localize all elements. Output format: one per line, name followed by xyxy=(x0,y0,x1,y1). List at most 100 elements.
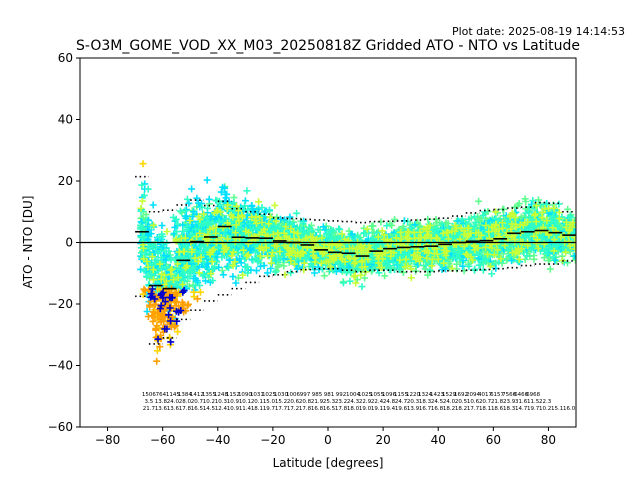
x-tick-label: −20 xyxy=(260,433,285,447)
bin-stat-text: 20.7 xyxy=(191,399,204,405)
chart-title: S-O3M_GOME_VOD_XX_M03_20250818Z Gridded … xyxy=(76,38,580,54)
bin-stat-text: 17.8 xyxy=(335,406,348,412)
plot-date: Plot date: 2025-08-19 14:14:53 xyxy=(452,25,625,38)
x-tick-label: 0 xyxy=(324,433,332,447)
bin-stat-text: 24.7 xyxy=(395,399,408,405)
bin-stat-text: 19.6 xyxy=(395,406,408,412)
bin-stat-text: 6466 xyxy=(514,392,528,398)
bin-stat-text: 15.1 xyxy=(551,406,563,412)
bin-stat-text: 17.8 xyxy=(179,406,192,412)
y-tick-label: −20 xyxy=(48,297,73,311)
bin-stat-text: 19.4 xyxy=(383,406,396,412)
x-tick-label: −80 xyxy=(95,433,120,447)
bin-stat-text: 19.7 xyxy=(527,406,540,412)
bin-stat-text: 1090 xyxy=(238,392,252,398)
bin-stat-text: 20.8 xyxy=(299,399,312,405)
bin-stat-text: 10.1 xyxy=(239,399,251,405)
bin-stat-text: 1004 xyxy=(346,392,360,398)
bin-stat-text: 1055 xyxy=(370,392,384,398)
bin-stat-text: 16.7 xyxy=(419,406,432,412)
bin-stat-text: 20.7 xyxy=(479,399,492,405)
plot-area: 15063.521.776413.813.6114524.013.6138428… xyxy=(79,57,577,428)
bin-stat-text: 20.3 xyxy=(407,399,420,405)
bin-stat-text: 18.1 xyxy=(251,406,263,412)
y-tick-label: 60 xyxy=(58,51,73,65)
x-tick-label: 80 xyxy=(541,433,556,447)
bin-stat-text: 985 xyxy=(312,392,323,398)
bin-stat-text: 14.7 xyxy=(515,406,528,412)
bin-stat-text: 3.5 xyxy=(145,399,154,405)
bin-stat-text: 16.5 xyxy=(323,406,336,412)
bin-stat-text: 18.0 xyxy=(347,406,360,412)
bin-stat-text: 2094 xyxy=(466,392,480,398)
bin-stat-text: 18.3 xyxy=(503,406,516,412)
bin-statistics xyxy=(135,175,576,345)
x-tick-label: 40 xyxy=(431,433,446,447)
bin-stat-text: 997 xyxy=(300,392,311,398)
bin-stat-text: 1384 xyxy=(178,392,192,398)
bin-stat-text: 17.2 xyxy=(287,406,299,412)
bin-stat-text: 12.4 xyxy=(215,406,228,412)
bin-stat-text: 17.8 xyxy=(299,406,312,412)
bin-stat-text: 13.8 xyxy=(155,399,168,405)
bin-stat-text: 14.5 xyxy=(203,406,216,412)
bin-stat-text: 16.8 xyxy=(431,406,444,412)
bin-stat-text: 992 xyxy=(336,392,347,398)
bin-stat-text: 1423 xyxy=(430,392,444,398)
bin-stat-text: 1506 xyxy=(142,392,156,398)
bin-stat-text: 13.9 xyxy=(407,406,420,412)
bin-stat-text: 7566 xyxy=(502,392,516,398)
bin-stat-text: 15.2 xyxy=(275,399,287,405)
bin-stat-text: 981 xyxy=(324,392,335,398)
bin-stat-text: 22.9 xyxy=(359,399,372,405)
bin-stat-text: 1031 xyxy=(250,392,264,398)
bin-stat-text: 1025 xyxy=(262,392,276,398)
bin-stat-text: 18.2 xyxy=(455,406,467,412)
bin-stat-text: 1248 xyxy=(214,392,228,398)
y-tick-label: −60 xyxy=(48,420,73,434)
bin-stat-text: 13.6 xyxy=(167,406,180,412)
bin-stat-text: 10.2 xyxy=(203,399,215,405)
bin-stat-text: 10.2 xyxy=(539,406,551,412)
bin-stat-text: 1152 xyxy=(226,392,240,398)
bin-count-text: 15063.521.776413.813.6114524.013.6138428… xyxy=(142,392,576,412)
bin-stat-text: 22.4 xyxy=(371,399,384,405)
bin-stat-text: 23.2 xyxy=(335,399,347,405)
bin-stat-text: 1412 xyxy=(190,392,204,398)
scatter-points-color-6 xyxy=(147,285,188,346)
bin-stat-text: 20.6 xyxy=(287,399,300,405)
bin-stat-text: 1324 xyxy=(418,392,432,398)
bin-stat-text: 19.1 xyxy=(371,406,383,412)
x-tick-label: −60 xyxy=(150,433,175,447)
y-tick-label: 40 xyxy=(58,113,73,127)
bin-stat-text: 13.6 xyxy=(155,406,168,412)
bin-stat-text: 24.0 xyxy=(443,399,456,405)
x-tick-label: 60 xyxy=(486,433,501,447)
scatter-points-color-3 xyxy=(137,197,576,289)
y-tick-label: 0 xyxy=(65,236,73,250)
bin-stat-text: 1355 xyxy=(202,392,216,398)
bin-stat-text: 10.9 xyxy=(227,406,240,412)
bin-stat-text: 16.5 xyxy=(191,406,204,412)
bin-stat-text: 4017 xyxy=(478,392,492,398)
bin-stat-text: 6968 xyxy=(526,392,540,398)
bin-stat-text: 1025 xyxy=(358,392,372,398)
bin-stat-text: 11.4 xyxy=(239,406,252,412)
bin-stat-text: 1145 xyxy=(166,392,180,398)
bin-stat-text: 24.3 xyxy=(347,399,360,405)
bin-stat-text: 19.7 xyxy=(263,406,276,412)
bin-stat-text: 16.8 xyxy=(311,406,324,412)
y-axis-label: ATO - NTO [DU] xyxy=(21,196,35,289)
bin-stat-text: 16.0 xyxy=(563,406,576,412)
bin-stat-text: 17.7 xyxy=(275,406,288,412)
y-tick-label: −40 xyxy=(48,359,73,373)
bin-stat-text: 6157 xyxy=(490,392,504,398)
bin-stat-text: 1220 xyxy=(406,392,420,398)
bin-stat-text: 20.1 xyxy=(251,399,263,405)
bin-stat-text: 1529 xyxy=(442,392,456,398)
bin-stat-text: 10.9 xyxy=(227,399,240,405)
x-tick-label: 20 xyxy=(375,433,390,447)
bin-stat-text: 18.2 xyxy=(443,406,455,412)
